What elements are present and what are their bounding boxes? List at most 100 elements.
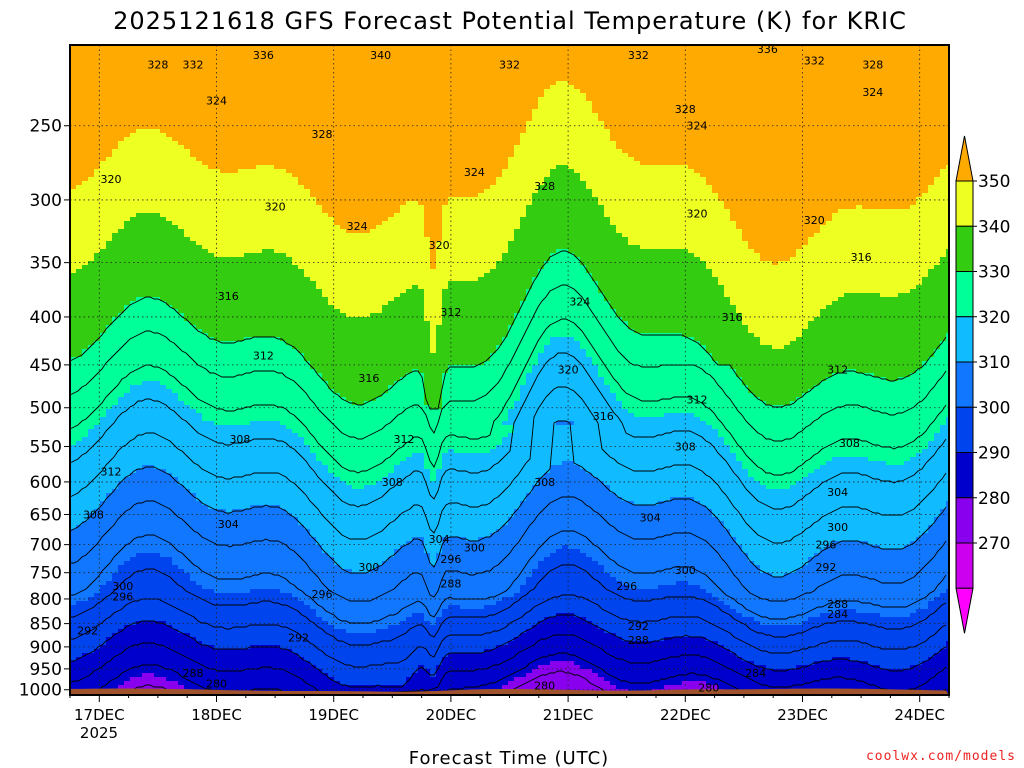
- contour-cell: [868, 149, 875, 154]
- contour-cell: [694, 165, 701, 170]
- contour-cell: [802, 109, 809, 114]
- contour-cell: [928, 89, 935, 94]
- contour-cell: [832, 113, 839, 118]
- contour-cell: [340, 105, 347, 110]
- contour-cell: [346, 73, 353, 78]
- contour-cell: [352, 125, 359, 130]
- contour-cell: [862, 57, 869, 62]
- contour-cell: [808, 133, 815, 138]
- contour-cell: [898, 93, 905, 98]
- contour-cell: [868, 141, 875, 146]
- contour-cell: [328, 137, 335, 142]
- contour-cell: [124, 109, 131, 114]
- contour-cell: [202, 101, 209, 106]
- contour-cell: [658, 165, 665, 170]
- contour-cell: [880, 81, 887, 86]
- contour-cell: [340, 149, 347, 154]
- contour-cell: [106, 173, 113, 178]
- contour-cell: [760, 101, 767, 106]
- contour-cell: [700, 101, 707, 106]
- contour-cell: [658, 137, 665, 142]
- contour-cell: [718, 137, 725, 142]
- contour-cell: [202, 113, 209, 118]
- contour-cell: [766, 141, 773, 146]
- contour-cell: [916, 109, 923, 114]
- contour-cell: [304, 169, 311, 174]
- contour-cell: [904, 113, 911, 118]
- contour-cell: [508, 57, 515, 62]
- contour-cell: [262, 141, 269, 146]
- contour-cell: [886, 113, 893, 118]
- contour-cell: [844, 53, 851, 58]
- contour-cell: [802, 129, 809, 134]
- contour-cell: [586, 57, 593, 62]
- contour-cell: [544, 141, 551, 146]
- contour-cell: [670, 97, 677, 102]
- contour-cell: [106, 61, 113, 66]
- contour-cell: [556, 73, 563, 78]
- contour-cell: [586, 153, 593, 158]
- contour-cell: [196, 101, 203, 106]
- contour-cell: [748, 61, 755, 66]
- contour-cell: [124, 113, 131, 118]
- contour-cell: [406, 165, 413, 170]
- contour-cell: [124, 169, 131, 174]
- contour-cell: [514, 169, 521, 174]
- contour-cell: [406, 93, 413, 98]
- contour-cell: [646, 49, 653, 54]
- contour-cell: [88, 61, 95, 66]
- contour-cell: [112, 61, 119, 66]
- contour-cell: [526, 49, 533, 54]
- contour-cell: [820, 77, 827, 82]
- contour-cell: [124, 65, 131, 70]
- contour-cell: [850, 165, 857, 170]
- contour-cell: [454, 165, 461, 170]
- contour-cell: [598, 49, 605, 54]
- contour-cell: [574, 141, 581, 146]
- contour-cell: [328, 145, 335, 150]
- contour-cell: [700, 165, 707, 170]
- contour-cell: [934, 57, 941, 62]
- contour-cell: [148, 133, 155, 138]
- contour-cell: [184, 73, 191, 78]
- contour-cell: [262, 81, 269, 86]
- contour-cell: [238, 173, 245, 178]
- contour-cell: [922, 141, 929, 146]
- contour-cell: [238, 49, 245, 54]
- contour-cell: [244, 73, 251, 78]
- contour-cell: [148, 105, 155, 110]
- contour-cell: [634, 121, 641, 126]
- contour-cell: [670, 45, 677, 50]
- contour-cell: [508, 173, 515, 178]
- contour-cell: [934, 89, 941, 94]
- contour-cell: [346, 113, 353, 118]
- contour-cell: [400, 69, 407, 74]
- contour-cell: [94, 45, 101, 50]
- contour-cell: [856, 105, 863, 110]
- contour-cell: [922, 117, 929, 122]
- contour-cell: [724, 65, 731, 70]
- contour-cell: [184, 113, 191, 118]
- contour-cell: [934, 73, 941, 78]
- contour-cell: [394, 53, 401, 58]
- contour-cell: [154, 161, 161, 166]
- contour-cell: [628, 129, 635, 134]
- contour-cell: [286, 165, 293, 170]
- contour-cell: [766, 97, 773, 102]
- contour-cell: [784, 57, 791, 62]
- contour-cell: [316, 113, 323, 118]
- contour-cell: [772, 93, 779, 98]
- contour-cell: [454, 105, 461, 110]
- contour-cell: [808, 45, 815, 50]
- contour-cell: [688, 65, 695, 70]
- contour-cell: [460, 133, 467, 138]
- contour-cell: [706, 69, 713, 74]
- contour-cell: [76, 65, 83, 70]
- contour-cell: [754, 69, 761, 74]
- contour-cell: [850, 105, 857, 110]
- contour-cell: [910, 61, 917, 66]
- contour-cell: [262, 165, 269, 170]
- contour-cell: [472, 157, 479, 162]
- contour-cell: [844, 93, 851, 98]
- contour-cell: [736, 81, 743, 86]
